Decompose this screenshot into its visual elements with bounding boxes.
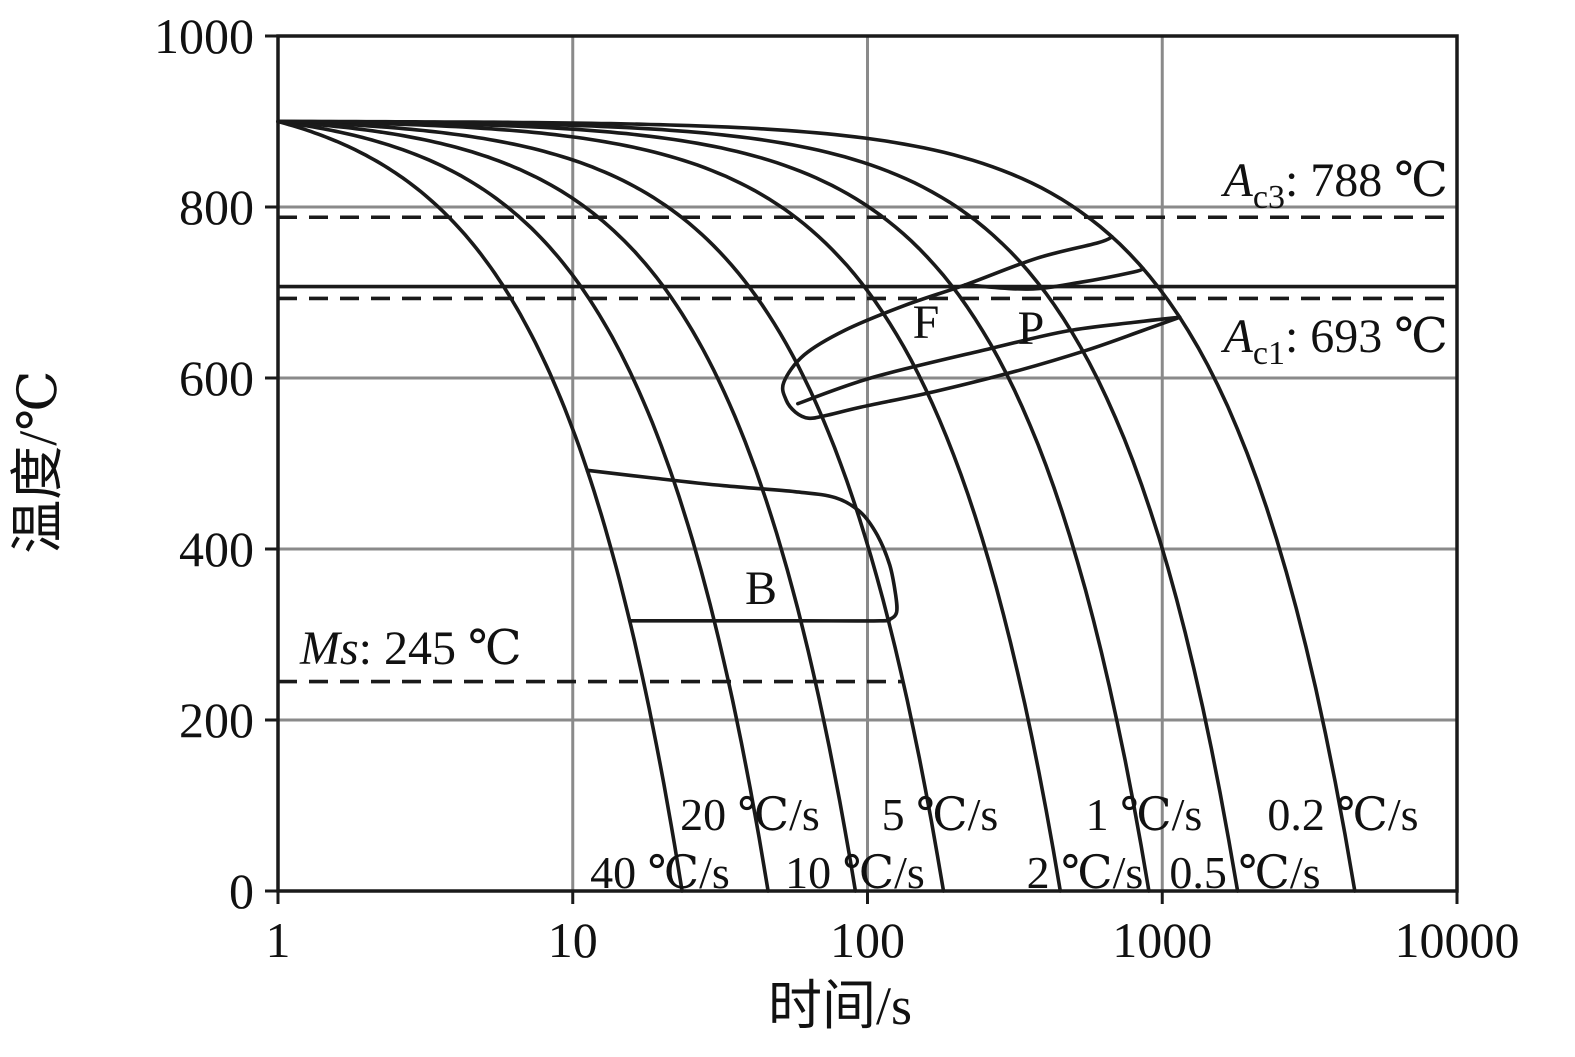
ac1-subscript: c1 [1253, 335, 1285, 372]
y-tick-label-800: 800 [179, 179, 254, 235]
fp-outer-boundary [780, 235, 1182, 421]
y-tick-label-400: 400 [179, 521, 254, 577]
x-tick-label-1: 1 [266, 912, 291, 968]
x-axis-title: 时间/s [768, 976, 912, 1036]
ac1-value: : 693 ℃ [1285, 310, 1448, 363]
fp-internal-divider [796, 315, 1182, 406]
cooling-curve-20 [276, 119, 770, 893]
transformation-regions [585, 235, 1182, 623]
rate-label-0_2: 0.2 ℃/s [1267, 789, 1418, 840]
x-tick-label-10000: 10000 [1395, 912, 1520, 968]
y-axis-title: 温度/℃ [8, 370, 68, 553]
ms-value: : 245 ℃ [359, 622, 522, 675]
ac3-annotation: Ac3: 788 ℃ [1221, 154, 1448, 216]
region-label-B: B [745, 562, 777, 615]
rate-label-20: 20 ℃/s [680, 789, 820, 840]
rate-label-5: 5 ℃/s [882, 789, 999, 840]
ac1-symbol: A [1221, 310, 1254, 363]
region-label-P: P [1018, 302, 1045, 355]
axis-ticks [265, 34, 1459, 904]
y-tick-label-0: 0 [229, 863, 254, 919]
cooling-curve-5 [276, 119, 946, 893]
ms-annotation: Ms: 245 ℃ [299, 622, 522, 675]
y-tick-label-1000: 1000 [154, 8, 254, 64]
ac1-annotation: Ac1: 693 ℃ [1221, 310, 1448, 372]
cooling-curve-40 [276, 119, 684, 893]
ac3-value: : 788 ℃ [1285, 154, 1448, 207]
plot-border [276, 34, 1459, 893]
cooling-curve-10 [276, 119, 858, 893]
fp-upper-branch [963, 266, 1145, 291]
x-tick-label-100: 100 [830, 912, 905, 968]
ac3-symbol: A [1221, 154, 1254, 207]
y-tick-label-200: 200 [179, 692, 254, 748]
ms-symbol: Ms [299, 622, 359, 675]
region-labels: F P B [745, 296, 1044, 615]
x-tick-label-1000: 1000 [1112, 912, 1212, 968]
cooling-curve-0_2 [276, 119, 1357, 893]
rate-label-1: 1 ℃/s [1086, 789, 1203, 840]
cooling-curves [276, 119, 1357, 893]
ac3-subscript: c3 [1253, 179, 1285, 216]
reference-lines [278, 215, 1457, 684]
bainite-boundary [585, 468, 899, 623]
region-label-F: F [913, 296, 940, 349]
axis-tick-labels: 1 10 100 1000 10000 0 200 400 600 800 1000 [154, 8, 1520, 968]
y-tick-label-600: 600 [179, 350, 254, 406]
x-tick-label-10: 10 [548, 912, 598, 968]
